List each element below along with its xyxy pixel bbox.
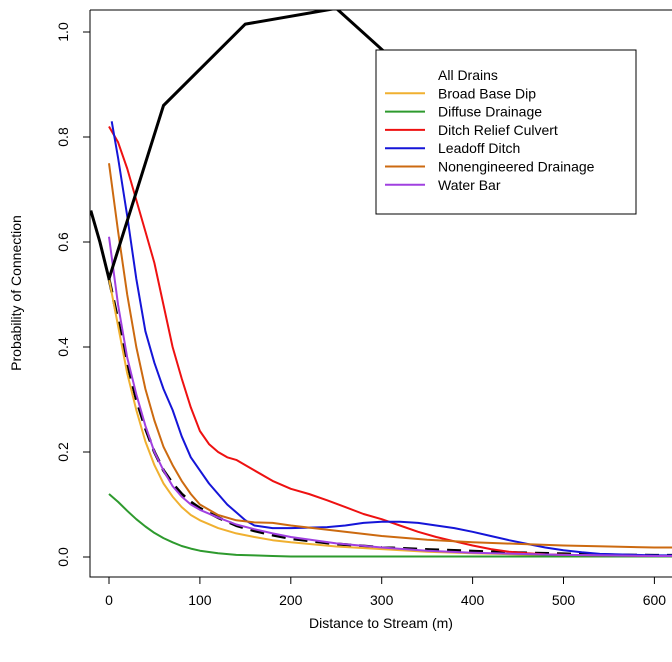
series-line-nonengineered-drainage (108, 163, 672, 549)
legend-label-diffuse-drainage: Diffuse Drainage (438, 104, 542, 120)
series-line-ditch-relief-culvert (108, 126, 672, 557)
x-tick-label: 500 (552, 592, 576, 608)
x-tick-label: 600 (643, 592, 667, 608)
y-axis-label: Probability of Connection (8, 215, 24, 371)
x-tick-label: 0 (105, 592, 113, 608)
series-line-water-bar (108, 236, 672, 557)
x-tick-label: 200 (279, 592, 303, 608)
y-tick-label: 1.0 (55, 22, 71, 42)
y-tick-label: 0.0 (55, 547, 71, 567)
y-tick-label: 0.6 (55, 232, 71, 252)
series-line-leadoff-ditch (110, 121, 672, 557)
legend: All Drains Broad Base Dip Diffuse Drainage… (375, 49, 637, 215)
y-tick-label: 0.4 (55, 337, 71, 357)
legend-label-broad-base-dip: Broad Base Dip (438, 85, 536, 101)
legend-box (375, 49, 637, 215)
x-axis-label: Distance to Stream (m) (309, 615, 453, 631)
y-tick-label: 0.2 (55, 442, 71, 462)
y-axis: 0.0 0.2 0.4 0.6 0.8 1.0 (55, 22, 90, 567)
legend-label-nonengineered-drainage: Nonengineered Drainage (438, 159, 595, 175)
x-tick-label: 100 (188, 592, 212, 608)
legend-label-ditch-relief-culvert: Ditch Relief Culvert (438, 122, 558, 138)
x-tick-label: 400 (461, 592, 485, 608)
legend-label-all-drains: All Drains (438, 67, 498, 83)
series-line-diffuse-drainage (108, 493, 672, 558)
y-tick-label: 0.8 (55, 127, 71, 147)
fit-curve-line (90, 10, 411, 281)
legend-label-water-bar: Water Bar (438, 177, 501, 193)
x-axis: 0 100 200 300 400 500 600 (105, 577, 666, 608)
plot-frame (89, 9, 672, 578)
x-tick-label: 300 (370, 592, 394, 608)
series-layer (90, 10, 672, 558)
legend-label-leadoff-ditch: Leadoff Ditch (438, 140, 520, 156)
